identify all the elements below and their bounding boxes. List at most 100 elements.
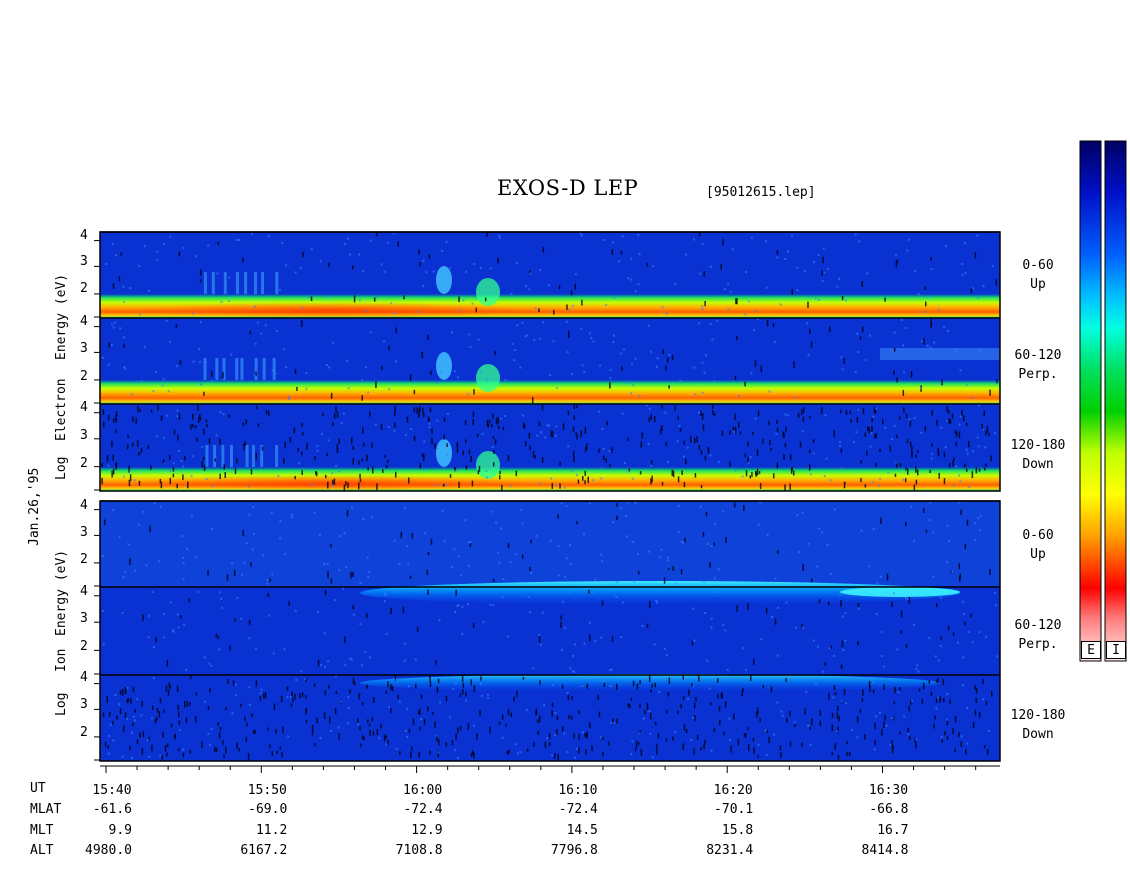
noise-speckle [685,728,688,734]
noise-speckle [709,454,712,457]
noise-speckle [846,751,848,756]
noise-speckle [954,748,956,752]
noise-speckle [867,677,870,680]
noise-speckle [818,527,821,530]
noise-speckle [747,602,749,610]
noise-speckle [698,444,701,450]
noise-speckle [965,422,968,427]
noise-speckle [939,644,942,647]
noise-speckle [561,600,564,603]
noise-speckle [115,418,118,423]
noise-speckle [522,676,525,680]
noise-speckle [176,409,179,412]
noise-speckle [701,413,704,420]
noise-speckle [573,456,575,463]
noise-speckle [656,748,658,755]
noise-speckle [573,733,575,739]
noise-speckle [118,535,121,538]
noise-speckle [864,734,866,740]
noise-speckle [301,320,303,327]
noise-speckle [465,691,467,697]
noise-speckle [989,389,991,396]
noise-speckle [981,423,984,431]
noise-speckle [366,556,369,559]
noise-speckle [492,413,494,419]
noise-speckle [552,340,555,343]
noise-speckle [497,257,499,264]
noise-speckle [167,390,170,393]
noise-speckle [299,693,301,699]
noise-speckle [954,715,957,723]
noise-speckle [610,668,613,671]
noise-speckle [717,678,719,683]
noise-speckle [443,434,445,440]
noise-speckle [705,354,708,357]
noise-speckle [101,609,104,612]
noise-speckle [700,410,702,416]
noise-speckle [651,683,653,688]
noise-speckle [762,439,764,444]
noise-speckle [249,330,252,335]
noise-speckle [693,639,696,642]
noise-speckle [843,481,846,485]
noise-speckle [902,389,905,396]
noise-speckle [701,305,704,308]
noise-speckle [454,469,457,472]
noise-speckle [744,453,746,458]
ion-arc [360,674,940,692]
noise-speckle [565,557,568,560]
noise-speckle [672,736,674,741]
noise-speckle [958,431,961,439]
noise-speckle [497,551,500,554]
noise-speckle [806,322,809,325]
noise-speckle [499,475,501,480]
noise-speckle [328,262,330,268]
noise-speckle [409,575,412,579]
noise-speckle [929,501,932,504]
noise-speckle [129,287,132,290]
noise-speckle [899,731,901,735]
noise-speckle [547,284,550,287]
noise-speckle [403,659,406,662]
noise-speckle [461,675,464,683]
noise-speckle [892,592,895,595]
noise-speckle [616,515,618,521]
noise-speckle [424,532,427,535]
noise-speckle [240,617,243,620]
noise-speckle [734,413,736,420]
noise-speckle [693,748,695,755]
noise-speckle [148,289,151,292]
noise-speckle [660,428,662,435]
noise-speckle [408,477,410,484]
noise-speckle [837,705,839,712]
noise-speckle [511,342,514,345]
noise-speckle [152,390,155,393]
noise-speckle [188,597,191,603]
orbit-alt-value: 7796.8 [550,843,598,858]
noise-speckle [535,534,538,537]
noise-speckle [554,711,557,714]
noise-speckle [255,680,258,687]
noise-speckle [326,452,329,457]
noise-speckle [808,678,811,681]
noise-speckle [301,692,304,698]
noise-speckle [583,370,586,373]
noise-speckle [776,549,779,555]
noise-speckle [234,683,237,686]
noise-speckle [393,411,396,417]
noise-speckle [178,720,181,726]
noise-speckle [437,678,440,684]
noise-speckle [959,573,962,579]
noise-speckle [701,391,704,394]
noise-speckle [236,238,239,241]
noise-speckle [807,542,810,545]
noise-speckle [417,413,420,418]
noise-speckle [164,744,167,752]
noise-speckle [456,441,459,447]
direction: Up [1030,547,1046,562]
noise-speckle [254,342,257,345]
noise-speckle [665,365,667,371]
noise-speckle [781,714,784,717]
noise-speckle [911,699,914,702]
noise-speckle [477,338,480,341]
